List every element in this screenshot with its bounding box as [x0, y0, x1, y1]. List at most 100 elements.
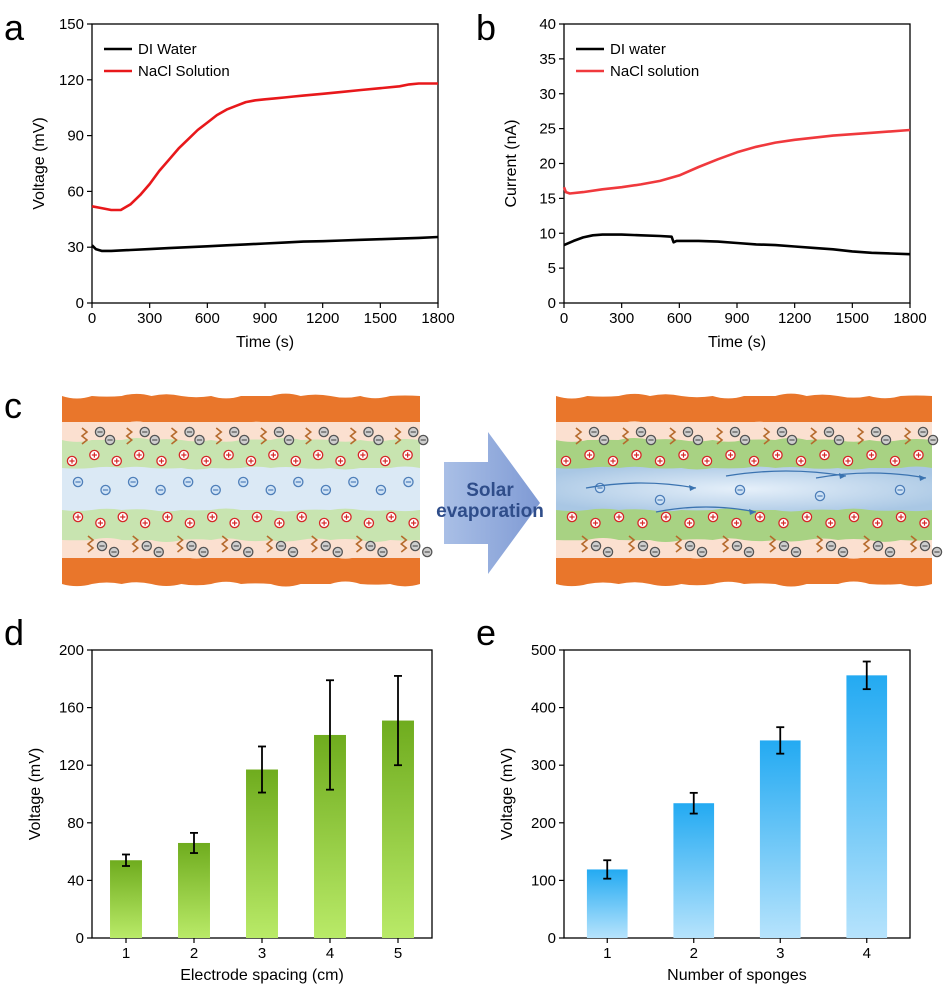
solar-evaporation-arrow: Solar evaporation: [436, 432, 544, 574]
y-tick-label: 60: [67, 183, 84, 200]
y-axis-label: Current (nA): [503, 119, 520, 207]
bar-2: [673, 803, 715, 938]
x-tick-label: 4: [326, 945, 334, 962]
x-tick-label: 1: [122, 945, 130, 962]
flow-arrow-2: [725, 470, 847, 477]
x-tick-label: 5: [394, 945, 402, 962]
x-tick-label: 1500: [364, 310, 397, 327]
legend-entry-2: NaCl Solution: [138, 63, 230, 80]
surface-chain: [310, 535, 319, 553]
bar-3: [759, 740, 801, 938]
y-axis-label: Voltage (mV): [27, 748, 44, 840]
bar-4: [846, 675, 888, 938]
surface-chain: [349, 427, 357, 445]
surface-chain: [393, 427, 402, 445]
surface-chain: [762, 427, 771, 445]
series-line-1: [91, 235, 439, 253]
legend-entry-2: NaCl solution: [610, 63, 699, 80]
flow-arrowhead-4: [919, 475, 926, 481]
surface-chain: [170, 427, 178, 445]
flow-arrowhead-1: [689, 485, 696, 491]
surface-chain: [304, 427, 313, 445]
surface-chain: [768, 535, 777, 553]
surface-chain: [265, 535, 274, 553]
surface-chain: [580, 535, 589, 553]
surface-chain: [903, 427, 912, 445]
y-tick-label: 80: [67, 815, 84, 832]
y-tick-label: 20: [539, 156, 556, 173]
chart-current-vs-time: 0 300 600 900 1200 1500 1800 0 5 10 15 20 25 30 35 40 Ti…: [503, 16, 927, 351]
x-tick-label: 1: [603, 945, 611, 962]
flow-arrow-1: [585, 482, 697, 489]
x-tick-label: 3: [258, 945, 266, 962]
series-line-1: [563, 233, 911, 256]
legend-entry-1: DI Water: [138, 41, 197, 58]
surface-chain: [574, 427, 583, 445]
x-tick-label: 600: [195, 310, 220, 327]
surface-chain: [668, 427, 677, 445]
surface-chain: [627, 535, 636, 553]
y-tick-label: 150: [59, 16, 84, 33]
x-tick-label: 1200: [306, 310, 339, 327]
surface-chain: [815, 535, 824, 553]
surface-chain: [909, 535, 918, 553]
panel-label-b: b: [476, 7, 496, 48]
y-tick-label: 40: [539, 16, 556, 33]
surface-chain: [80, 427, 89, 445]
surface-chain: [621, 427, 630, 445]
y-tick-label: 160: [59, 700, 84, 717]
flow-arrowhead-3: [749, 509, 756, 515]
y-tick-label: 500: [531, 642, 556, 659]
y-tick-label: 15: [539, 190, 556, 207]
legend-entry-1: DI water: [610, 41, 666, 58]
plot-frame: [563, 649, 911, 939]
series-line-2: [562, 128, 911, 195]
x-tick-label: 4: [863, 945, 871, 962]
x-tick-label: 1800: [421, 310, 454, 327]
chart-voltage-vs-electrode-spacing: 0 40 80 120 160 200 1 2 3 4 5 Electrode spacing (cm…: [27, 642, 433, 984]
x-tick-label: 1200: [778, 310, 811, 327]
top-double-layer: [62, 438, 420, 474]
bar-1: [586, 869, 628, 938]
bottom-double-layer: [556, 504, 932, 542]
surface-chain: [809, 427, 818, 445]
x-axis-label: Time (s): [236, 334, 294, 351]
x-tick-label: 1800: [893, 310, 926, 327]
y-tick-label: 100: [531, 872, 556, 889]
y-tick-label: 30: [539, 86, 556, 103]
y-tick-label: 0: [548, 295, 556, 312]
surface-chain: [715, 427, 724, 445]
arrow-label-solar: Solar: [466, 480, 514, 501]
bottom-double-layer: [62, 504, 420, 542]
x-tick-label: 3: [776, 945, 784, 962]
surface-chain: [176, 535, 184, 553]
x-axis-label: Time (s): [708, 334, 766, 351]
y-axis-label: Voltage (mV): [31, 117, 48, 209]
panel-label-c: c: [4, 385, 22, 426]
y-tick-label: 0: [76, 930, 84, 947]
channel-schematic-before: [62, 393, 433, 587]
y-tick-label: 120: [59, 757, 84, 774]
panel-label-d: d: [4, 612, 24, 653]
surface-chain: [220, 535, 229, 553]
bottom-wall: [62, 553, 420, 587]
bar-1: [110, 860, 142, 938]
surface-chain: [355, 535, 363, 553]
surface-chain: [674, 535, 683, 553]
flow-arrow-3: [655, 506, 757, 513]
flow-arrow-4: [815, 472, 927, 479]
surface-chain: [721, 535, 730, 553]
y-tick-label: 35: [539, 51, 556, 68]
surface-chain: [214, 427, 223, 445]
water-channel: [62, 466, 420, 512]
y-tick-label: 5: [548, 260, 556, 277]
y-tick-label: 0: [548, 930, 556, 947]
y-tick-label: 90: [67, 128, 84, 145]
bar-3: [246, 769, 278, 938]
surface-chain: [131, 535, 140, 553]
x-tick-label: 0: [88, 310, 96, 327]
chart-voltage-vs-sponges: 0 100 200 300 400 500 1 2 3 4 Number of sponges Vol…: [499, 642, 911, 984]
x-tick-label: 900: [252, 310, 277, 327]
top-wall: [556, 393, 932, 427]
surface-chain: [125, 427, 134, 445]
